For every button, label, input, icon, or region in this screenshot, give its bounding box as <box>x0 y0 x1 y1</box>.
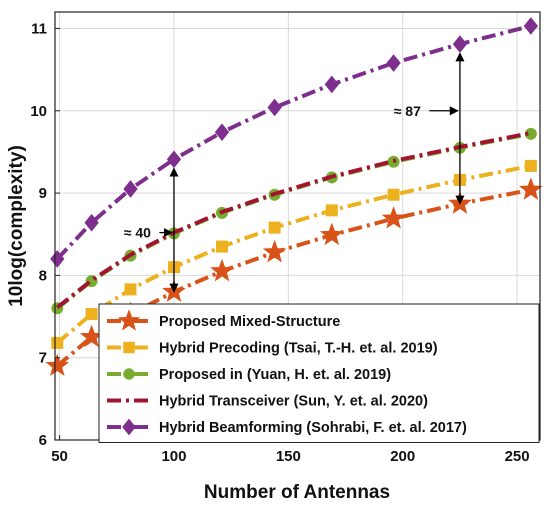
legend-label: Hybrid Transceiver (Sun, Y. et. al. 2020… <box>159 394 428 410</box>
y-tick-label: 9 <box>39 185 47 202</box>
legend-label: Proposed Mixed-Structure <box>159 314 340 330</box>
x-tick-label: 250 <box>505 448 530 465</box>
x-tick-label: 150 <box>276 448 301 465</box>
x-axis-title: Number of Antennas <box>204 482 390 503</box>
y-tick-label: 7 <box>39 350 47 367</box>
data-point <box>525 160 536 171</box>
x-tick-label: 100 <box>161 448 186 465</box>
y-tick-label: 11 <box>31 20 47 37</box>
data-point <box>217 241 228 252</box>
y-axis-title: 10log(complexity) <box>6 145 27 307</box>
y-tick-label: 6 <box>39 432 47 449</box>
data-point <box>86 309 97 320</box>
annotation-label: ≈ 87 <box>394 103 421 119</box>
data-point <box>124 342 134 352</box>
legend-label: Hybrid Precoding (Tsai, T.-H. et. al. 20… <box>159 341 438 357</box>
legend-label: Hybrid Beamforming (Sohrabi, F. et. al. … <box>159 420 467 436</box>
y-tick-label: 8 <box>39 267 47 284</box>
data-point <box>388 189 399 200</box>
data-point <box>269 222 280 233</box>
data-point <box>125 284 136 295</box>
legend: Proposed Mixed-Structure Hybrid Precoding… <box>99 304 539 443</box>
legend-label: Proposed in (Yuan, H. et. al. 2019) <box>159 367 391 383</box>
x-tick-label: 50 <box>51 448 68 465</box>
legend-entry: Hybrid Beamforming (Sohrabi, F. et. al. … <box>107 419 467 436</box>
data-point <box>52 337 63 348</box>
annotation-label: ≈ 40 <box>124 225 151 241</box>
y-tick-label: 10 <box>30 103 47 120</box>
data-point <box>326 205 337 216</box>
data-point <box>124 369 134 379</box>
x-tick-label: 200 <box>390 448 415 465</box>
